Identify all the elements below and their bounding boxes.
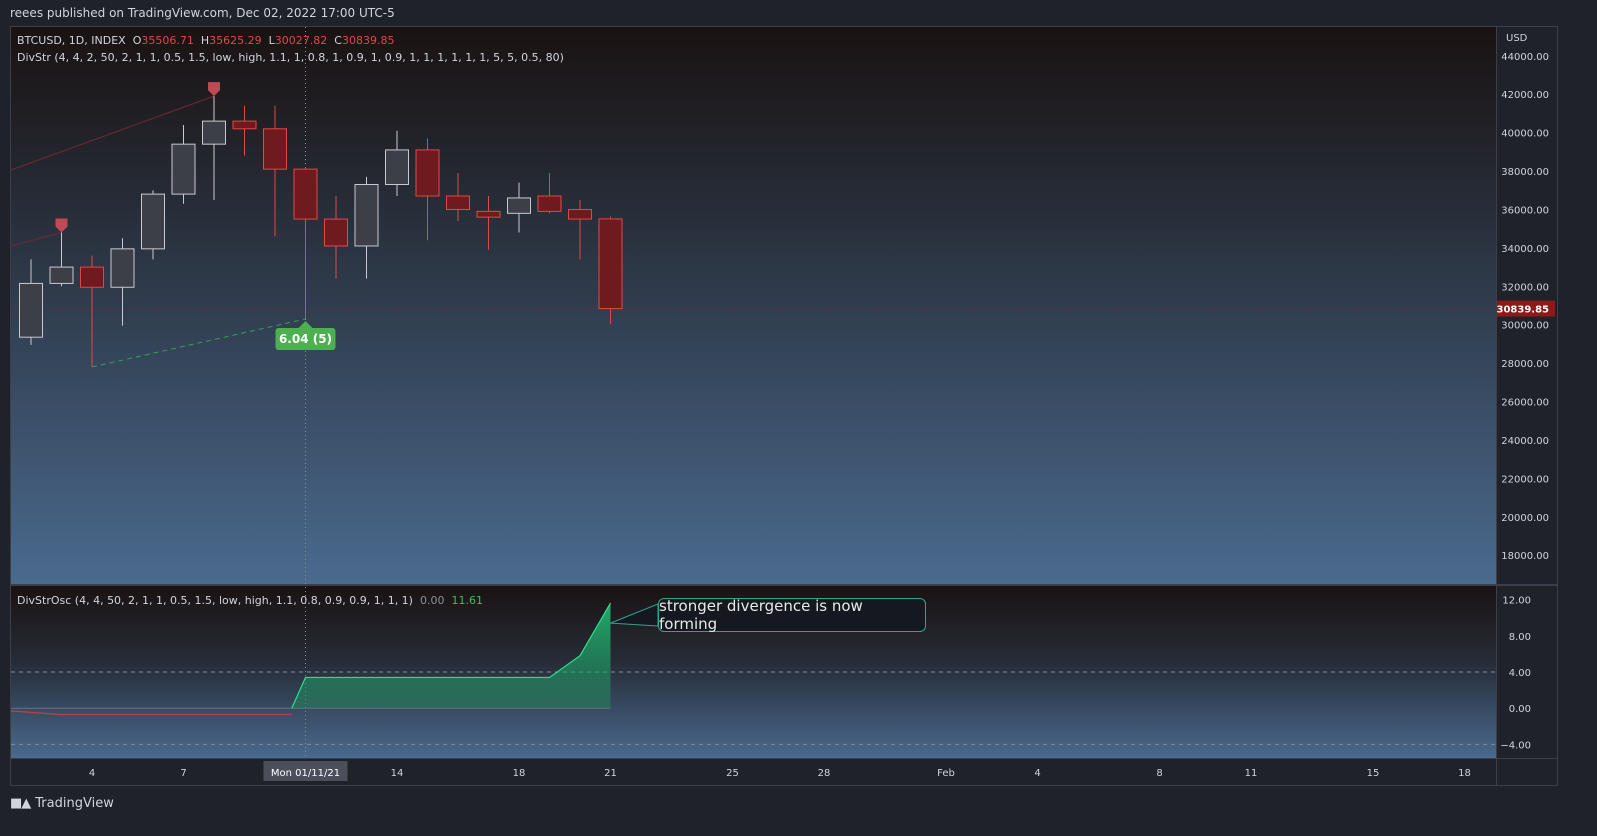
brand-text: TradingView: [35, 796, 114, 811]
last-price-tag: [1497, 300, 1555, 317]
candle-body: [568, 208, 592, 220]
price-tick-label: 40000.00: [1501, 129, 1549, 140]
crosshair-time-box: [263, 761, 348, 781]
open-label: O: [132, 34, 142, 47]
time-tick-label: 15: [1367, 768, 1380, 779]
price-tick-label: 26000.00: [1501, 398, 1549, 409]
osc-green-area: [291, 603, 611, 709]
oscillator-layer: [10, 602, 1496, 745]
price-tick-label: 36000.00: [1501, 205, 1549, 216]
price-tick-label: 18000.00: [1501, 551, 1549, 562]
osc-tick-label: 8.00: [1509, 632, 1531, 643]
time-tick-label: 4: [1034, 768, 1040, 779]
currency-label: USD: [1506, 33, 1528, 44]
time-tick-label: 25: [726, 768, 739, 779]
osc-value-1: 0.00: [419, 594, 445, 607]
publisher-line: reees published on TradingView.com, Dec …: [10, 6, 395, 20]
symbol-header[interactable]: BTCUSD, 1D, INDEX O35506.71 H35625.29 L3…: [17, 34, 394, 47]
bull-marker-box: [275, 327, 336, 350]
time-tick-label: 8: [1156, 768, 1162, 779]
candle-body: [354, 183, 379, 247]
time-tick-label: 21: [604, 768, 617, 779]
osc-tick-label: −4.00: [1500, 740, 1531, 751]
candle-body: [232, 120, 257, 130]
tradingview-brand[interactable]: ■▲ TradingView: [10, 796, 114, 811]
time-tick-label: Feb: [937, 768, 955, 779]
candle-body: [171, 143, 196, 195]
osc-green-line: [291, 602, 612, 709]
candle-body: [415, 149, 440, 197]
trendline-upper: [10, 95, 215, 171]
high-label: H: [200, 34, 210, 47]
candle-body: [537, 195, 562, 212]
candle-body: [263, 128, 287, 170]
price-scale-bg: [1497, 27, 1557, 758]
candle-body: [507, 197, 531, 214]
price-tick-label: 24000.00: [1501, 436, 1549, 447]
price-tick-label: 20000.00: [1501, 513, 1549, 524]
time-tick-label: 18: [1458, 768, 1471, 779]
candle-body: [80, 266, 104, 288]
last-price-label: 30839.85: [1496, 305, 1549, 316]
time-tick-label: 18: [513, 768, 526, 779]
price-tick-label: 38000.00: [1501, 167, 1549, 178]
tradingview-logo-icon: ■▲: [10, 796, 31, 811]
candles-layer: 6.04 (5): [10, 27, 1496, 758]
time-tick-label: 11: [1245, 768, 1258, 779]
osc-red-line: [10, 710, 292, 716]
candle-body: [110, 248, 135, 288]
chart-frame: [10, 26, 1558, 786]
candle-body: [324, 218, 348, 247]
high-value: 35625.29: [209, 34, 262, 47]
osc-name: DivStrOsc (4, 4, 50, 2, 1, 1, 0.5, 1.5, …: [17, 594, 413, 607]
bull-divergence-line: [91, 318, 306, 368]
osc-tick-label: 4.00: [1509, 668, 1531, 679]
osc-tick-label: 0.00: [1509, 704, 1531, 715]
candle-body: [19, 282, 43, 338]
price-tick-label: 42000.00: [1501, 90, 1549, 101]
osc-value-2: 11.61: [451, 594, 483, 607]
price-tick-label: 32000.00: [1501, 282, 1549, 293]
price-tick-label: 30000.00: [1501, 321, 1549, 332]
osc-tick-label: 12.00: [1502, 596, 1531, 607]
low-value: 30027.82: [274, 34, 328, 47]
main-pane-bg: [11, 27, 1496, 584]
open-value: 35506.71: [141, 34, 194, 47]
candle-body: [598, 218, 623, 310]
candle-body: [49, 266, 74, 284]
price-tick-label: 22000.00: [1501, 474, 1549, 485]
osc-legend[interactable]: DivStrOsc (4, 4, 50, 2, 1, 1, 0.5, 1.5, …: [17, 594, 483, 607]
price-tick-label: 28000.00: [1501, 359, 1549, 370]
indicator-legend[interactable]: DivStr (4, 4, 2, 50, 2, 1, 1, 0.5, 1.5, …: [17, 51, 564, 64]
price-tick-label: 34000.00: [1501, 244, 1549, 255]
close-label: C: [334, 34, 342, 47]
trendline-lower: [10, 232, 62, 247]
symbol-line: BTCUSD, 1D, INDEX: [17, 34, 126, 47]
bull-divergence-label: 6.04 (5): [279, 332, 332, 346]
candle-body: [385, 149, 409, 185]
time-tick-label: 7: [180, 768, 186, 779]
divergence-callout[interactable]: stronger divergence is now forming: [658, 597, 926, 633]
bear-marker-icon: [208, 82, 220, 97]
close-value: 30839.85: [341, 34, 395, 47]
low-label: L: [268, 34, 275, 47]
time-scale-bg: [11, 759, 1496, 785]
candle-body: [446, 195, 470, 210]
time-tick-label: 14: [391, 768, 404, 779]
candle-body: [476, 210, 501, 218]
candle-body: [293, 168, 318, 220]
price-tick-label: 44000.00: [1501, 52, 1549, 63]
candle-body: [141, 193, 165, 250]
bull-marker-icon: [298, 320, 313, 328]
time-tick-label: 28: [818, 768, 831, 779]
crosshair-time-label: Mon 01/11/21: [271, 768, 340, 779]
axis-layer: 44000.00 42000.00 40000.00 38000.00 36000.00…: [89, 52, 1555, 781]
time-tick-label: 4: [89, 768, 95, 779]
candle-body: [202, 120, 226, 145]
bear-marker-icon: [55, 218, 68, 233]
